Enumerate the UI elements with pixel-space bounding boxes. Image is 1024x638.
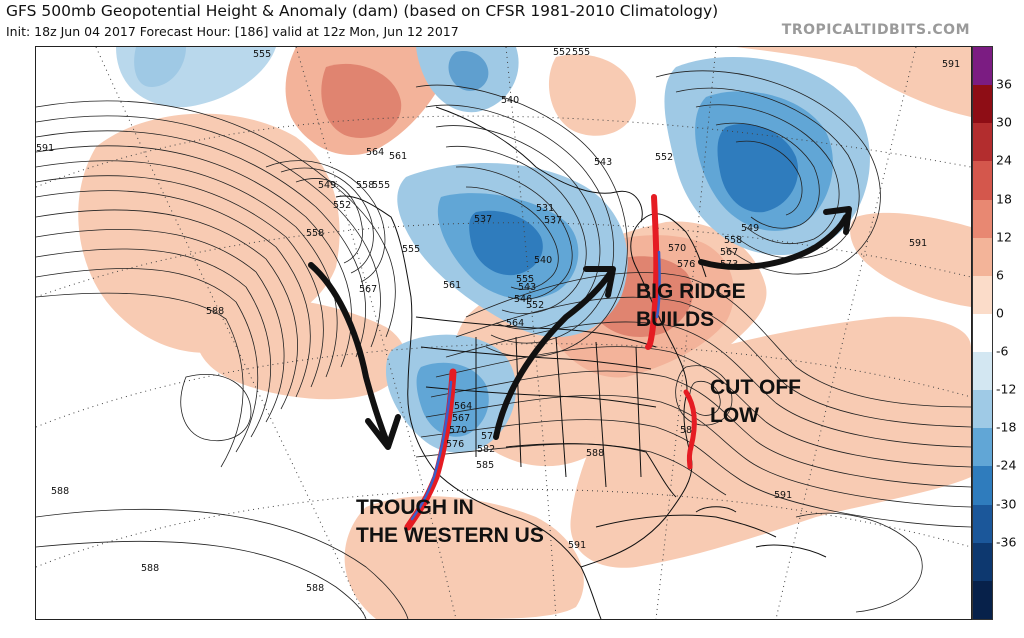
contour-label: 552 [553, 47, 571, 58]
contour-label: 567 [720, 247, 738, 258]
contour-label: 555 [516, 274, 534, 285]
contour-label: 540 [501, 95, 519, 106]
colorbar-label: -18 [996, 419, 1017, 435]
annotation-big-ridge: BIG RIDGE BUILDS [636, 278, 746, 335]
colorbar-label: 36 [996, 76, 1012, 92]
contour-label: 582 [477, 444, 495, 455]
contour-label: 591 [568, 540, 586, 551]
contour-label: 591 [909, 238, 927, 249]
annotation-line: CUT OFF [710, 376, 801, 399]
colorbar-segment [973, 390, 992, 429]
contour-label: 561 [389, 151, 407, 162]
contour-label: 549 [318, 180, 336, 191]
colorbar-label: 24 [996, 152, 1012, 168]
map-panel: 555 591 549 552 558 555 564 561 558 567 … [35, 46, 972, 620]
contour-label: 588 [141, 563, 159, 574]
contour-labels: 555 591 549 552 558 555 564 561 558 567 … [36, 47, 960, 594]
contour-label: 552 [655, 152, 673, 163]
colorbar-label: -30 [996, 496, 1017, 512]
colorbar-segment [973, 352, 992, 391]
graticule [36, 47, 971, 619]
contour-label: 567 [359, 284, 377, 295]
colorbar-segment [973, 542, 992, 581]
contour-label: 588 [51, 486, 69, 497]
annotation-line: TROUGH IN [356, 496, 474, 519]
contour-label: 570 [449, 425, 467, 436]
contour-label: 543 [518, 282, 536, 293]
coastlines [335, 106, 827, 619]
annotation-line: THE WESTERN US [356, 524, 544, 548]
contour-label: 573 [720, 259, 738, 270]
contour-label: 546 [514, 294, 532, 305]
brand-watermark: TROPICALTIDBITS.COM [781, 22, 970, 38]
colorbar-label: -12 [996, 381, 1017, 397]
axis-lines [404, 194, 697, 531]
colorbar-segment [973, 47, 992, 86]
annotation-line: BUILDS [636, 308, 715, 332]
contour-label: 531 [536, 203, 554, 214]
contour-label: 567 [452, 413, 470, 424]
contour-label: 552 [333, 200, 351, 211]
colorbar-label: -24 [996, 457, 1017, 473]
contour-label: 543 [594, 157, 612, 168]
colorbar-label: 6 [996, 267, 1004, 283]
colorbar-label: -36 [996, 534, 1017, 550]
map-svg: 555 591 549 552 558 555 564 561 558 567 … [36, 47, 971, 619]
annotation-cut-off-low: CUT OFF LOW [710, 374, 801, 431]
contour-label: 552 [526, 300, 544, 311]
contour-label: 537 [544, 215, 562, 226]
contour-label: 564 [454, 401, 472, 412]
contour-label: 591 [942, 59, 960, 70]
colorbar-label: 12 [996, 229, 1012, 245]
colorbar-segment [973, 161, 992, 200]
contour-label: 58 [680, 425, 692, 436]
annotation-line: LOW [710, 404, 759, 428]
colorbar-segment [973, 85, 992, 124]
contour-label: 576 [446, 439, 464, 450]
contour-label: 555 [372, 180, 390, 191]
colorbar-segment [973, 504, 992, 543]
contour-label: 570 [668, 243, 686, 254]
contour-label: 591 [774, 490, 792, 501]
colorbar-segment [973, 313, 992, 352]
contour-label: 555 [402, 244, 420, 255]
colorbar-segment [973, 466, 992, 505]
contour-label: 555 [253, 49, 271, 60]
contour-label: 540 [534, 255, 552, 266]
contour-label: 588 [306, 583, 324, 594]
contour-label: 558 [724, 235, 742, 246]
colorbar-segment [973, 123, 992, 162]
contour-label: 588 [586, 448, 604, 459]
colorbar-label: 18 [996, 191, 1012, 207]
contour-label: 558 [306, 228, 324, 239]
colorbar-segment [973, 580, 992, 619]
colorbar-label: 0 [996, 305, 1004, 321]
contour-label: 591 [36, 143, 54, 154]
contour-label: 537 [474, 214, 492, 225]
contour-label: 576 [677, 259, 695, 270]
map-subtitle: Init: 18z Jun 04 2017 Forecast Hour: [18… [6, 24, 459, 39]
colorbar-segment [973, 428, 992, 467]
flow-arrows [308, 206, 852, 450]
colorbar-segment [973, 275, 992, 314]
colorbar-segment [973, 237, 992, 276]
contour-label: 588 [206, 306, 224, 317]
contour-label: 564 [506, 318, 524, 329]
contour-label: 549 [741, 223, 759, 234]
contour-label: 555 [572, 47, 590, 58]
contour-label: 579 [481, 431, 499, 442]
contour-label: 585 [476, 460, 494, 471]
anomaly-colorbar [972, 46, 993, 620]
annotation-line: BIG RIDGE [636, 280, 746, 303]
contour-label: 564 [366, 147, 384, 158]
colorbar-label: 30 [996, 114, 1012, 130]
contour-label: 561 [443, 280, 461, 291]
colorbar-segment [973, 199, 992, 238]
contour-label: 558 [356, 180, 374, 191]
map-title: GFS 500mb Geopotential Height & Anomaly … [6, 2, 719, 20]
height-contours [36, 70, 971, 619]
annotation-trough: TROUGH IN THE WESTERN US [356, 494, 544, 551]
colorbar-label: -6 [996, 343, 1009, 359]
